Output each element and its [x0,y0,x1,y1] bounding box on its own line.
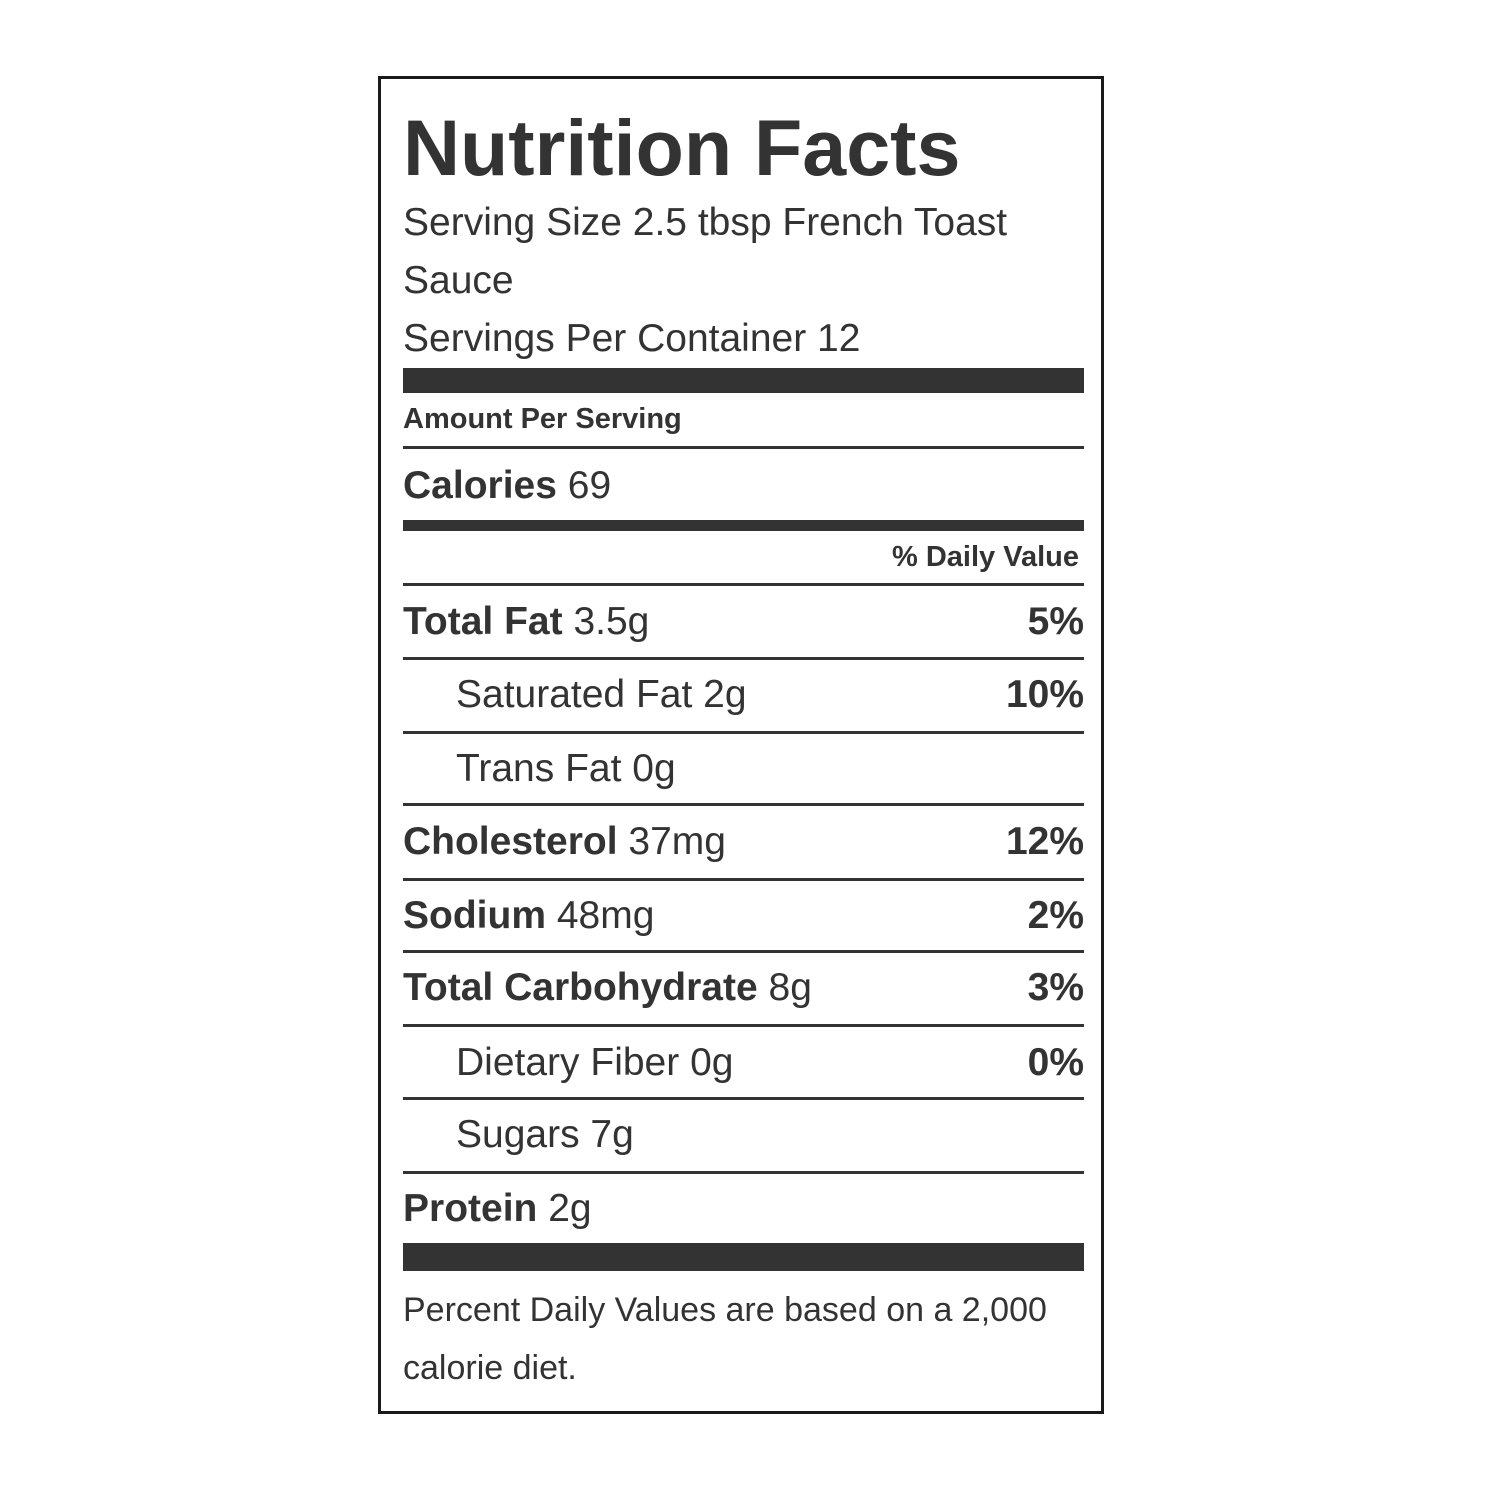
nutrient-daily-value: 10% [1005,673,1084,716]
nutrient-daily-value: 12% [1005,820,1084,863]
thick-divider-top [403,368,1084,393]
divider [403,657,1084,660]
nutrient-name: Protein [403,1187,538,1230]
nutrient-row-sodium: Sodium 48mg 2% [403,880,1084,952]
divider [403,1024,1084,1027]
calories-row: Calories 69 [403,463,611,509]
nutrient-daily-value: 0% [1027,1041,1084,1084]
serving-info: Serving Size 2.5 tbsp French Toast Sauce… [403,194,1084,368]
nutrient-name: Total Fat [403,600,563,643]
nutrient-daily-value: 5% [1027,600,1084,643]
label-title: Nutrition Facts [403,103,961,192]
serving-size: Serving Size 2.5 tbsp French Toast Sauce [403,201,1008,302]
nutrient-row-total-fat: Total Fat 3.5g 5% [403,586,1084,658]
divider [403,878,1084,881]
divider [403,583,1084,586]
nutrient-row-trans-fat: Trans Fat 0g [403,733,1084,805]
nutrient-name: Dietary Fiber [456,1041,680,1084]
nutrient-daily-value: 3% [1027,966,1084,1009]
nutrient-name: Trans Fat [456,747,622,790]
calories-value: 69 [567,464,612,507]
nutrient-amount: 7g [590,1113,634,1156]
nutrient-amount: 0g [690,1041,734,1084]
divider [403,1097,1084,1100]
nutrient-row-cholesterol: Cholesterol 37mg 12% [403,806,1084,878]
nutrient-amount: 8g [768,966,812,1009]
divider [403,731,1084,734]
nutrition-facts-label: Nutrition Facts Serving Size 2.5 tbsp Fr… [378,76,1104,1414]
servings-per-container: Servings Per Container 12 [403,317,861,360]
divider [403,1171,1084,1174]
nutrient-amount: 2g [548,1187,592,1230]
medium-divider [403,520,1084,531]
nutrient-row-dietary-fiber: Dietary Fiber 0g 0% [403,1027,1084,1099]
nutrient-name: Sodium [403,894,546,937]
nutrient-name: Cholesterol [403,820,618,863]
divider [403,950,1084,953]
nutrient-amount: 0g [632,747,676,790]
nutrient-row-protein: Protein 2g [403,1173,1084,1245]
divider [403,803,1084,806]
nutrient-amount: 48mg [556,894,655,937]
nutrient-daily-value: 2% [1027,894,1084,937]
nutrient-amount: 3.5g [573,600,650,643]
nutrient-row-saturated-fat: Saturated Fat 2g 10% [403,659,1084,731]
nutrient-row-total-carbohydrate: Total Carbohydrate 8g 3% [403,952,1084,1024]
amount-per-serving: Amount Per Serving [403,403,682,435]
nutrient-name: Total Carbohydrate [403,966,758,1009]
daily-value-header: % Daily Value [892,541,1079,573]
nutrient-amount: 37mg [628,820,726,863]
nutrient-row-sugars: Sugars 7g [403,1099,1084,1171]
footnote: Percent Daily Values are based on a 2,00… [403,1291,1047,1387]
nutrient-name: Saturated Fat [456,673,693,716]
nutrient-name: Sugars [456,1113,580,1156]
nutrient-amount: 2g [703,673,747,716]
divider [403,446,1084,449]
thick-divider-bottom [403,1243,1084,1271]
calories-label: Calories [403,464,557,507]
